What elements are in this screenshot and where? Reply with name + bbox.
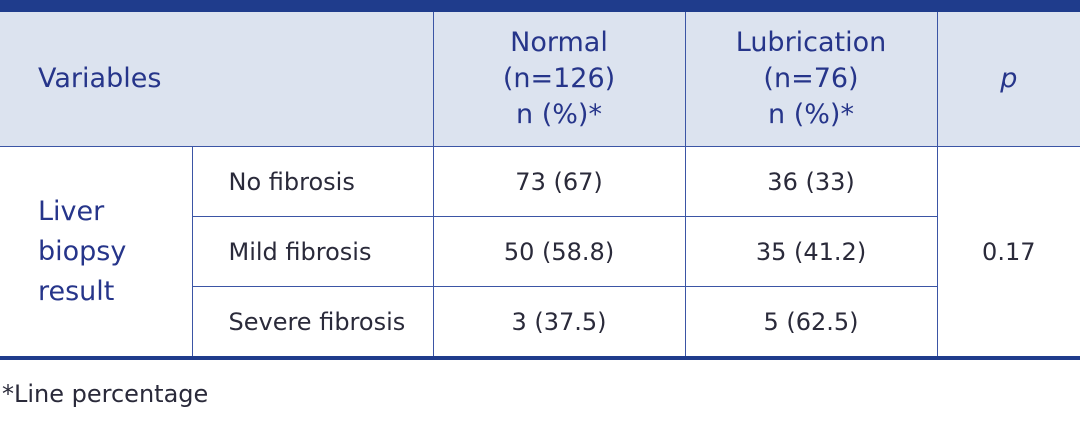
row-label: Mild fibrosis — [192, 216, 434, 287]
lubrication-cell: 5 (62.5) — [684, 286, 938, 359]
table-header: Variables Normal (n=126) n (%)* Lubricat… — [0, 5, 1080, 147]
body-row: Mild fibrosis 50 (58.8) 35 (41.2) — [0, 216, 1080, 287]
body-row: Severe fibrosis 3 (37.5) 5 (62.5) — [0, 286, 1080, 359]
header-cell: p — [936, 5, 1080, 147]
p-value-cell: 0.17 — [936, 146, 1080, 359]
header-line: n (%)* — [516, 99, 602, 130]
lubrication-cell: 36 (33) — [684, 146, 938, 217]
body-row: Liver biopsy result No fibrosis 73 (67) 36 … — [0, 146, 1080, 359]
group-label: Liver biopsy result — [38, 195, 127, 307]
header-line: (n=76) — [763, 63, 859, 94]
header-line: Normal — [510, 27, 608, 58]
lubrication-cell: 35 (41.2) — [684, 216, 938, 287]
normal-cell: 3 (37.5) — [432, 286, 686, 359]
header-cell: Lubrication (n=76) n (%)* — [684, 5, 938, 147]
table-body: Liver biopsy result No fibrosis 73 (67) 36 … — [0, 146, 1080, 359]
normal-cell: 50 (58.8) — [432, 216, 686, 287]
header-line: (n=126) — [502, 63, 616, 94]
header-line: n (%)* — [768, 99, 854, 130]
header-row: Variables Normal (n=126) n (%)* Lubricat… — [0, 5, 1080, 147]
row-label: No fibrosis — [191, 146, 434, 217]
normal-cell: 73 (67) — [432, 146, 686, 217]
results-table: Variables Normal (n=126) n (%)* Lubricat… — [0, 0, 1080, 360]
header-line: Lubrication — [735, 27, 887, 58]
row-label: Severe fibrosis — [192, 286, 434, 359]
header-cell: Normal (n=126) n (%)* — [432, 5, 686, 147]
footnote: *Line percentage — [2, 380, 209, 408]
group-cell: Liver biopsy result — [0, 146, 193, 359]
header-cell: Variables — [0, 5, 434, 147]
